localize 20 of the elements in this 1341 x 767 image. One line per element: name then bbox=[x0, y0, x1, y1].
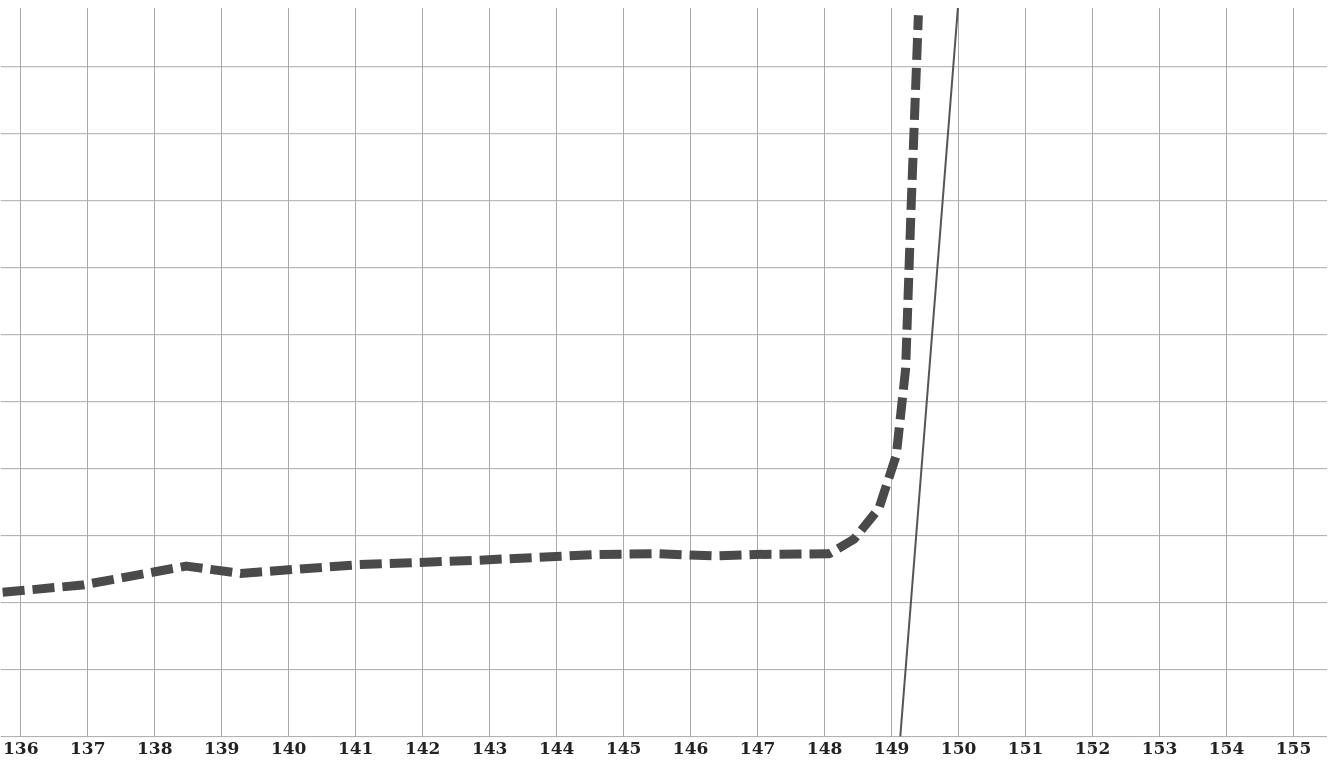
x-tick-label: 150 bbox=[940, 738, 977, 759]
x-tick-label: 153 bbox=[1141, 738, 1178, 759]
x-tick-label: 144 bbox=[538, 738, 575, 759]
x-tick-label: 142 bbox=[404, 738, 441, 759]
x-tick-label: 140 bbox=[270, 738, 307, 759]
x-tick-label: 141 bbox=[337, 738, 374, 759]
x-tick-label: 137 bbox=[69, 738, 106, 759]
x-tick-label: 146 bbox=[672, 738, 709, 759]
x-tick-label: 155 bbox=[1275, 738, 1312, 759]
x-tick-label: 143 bbox=[471, 738, 508, 759]
x-tick-label: 148 bbox=[806, 738, 843, 759]
x-tick-label: 138 bbox=[136, 738, 173, 759]
x-tick-label: 149 bbox=[873, 738, 910, 759]
x-tick-label: 151 bbox=[1007, 738, 1044, 759]
x-tick-label: 152 bbox=[1074, 738, 1111, 759]
x-tick-label: 147 bbox=[739, 738, 776, 759]
x-tick-label: 154 bbox=[1208, 738, 1245, 759]
x-tick-label: 136 bbox=[2, 738, 39, 759]
x-tick-label: 139 bbox=[203, 738, 240, 759]
x-tick-label: 145 bbox=[605, 738, 642, 759]
